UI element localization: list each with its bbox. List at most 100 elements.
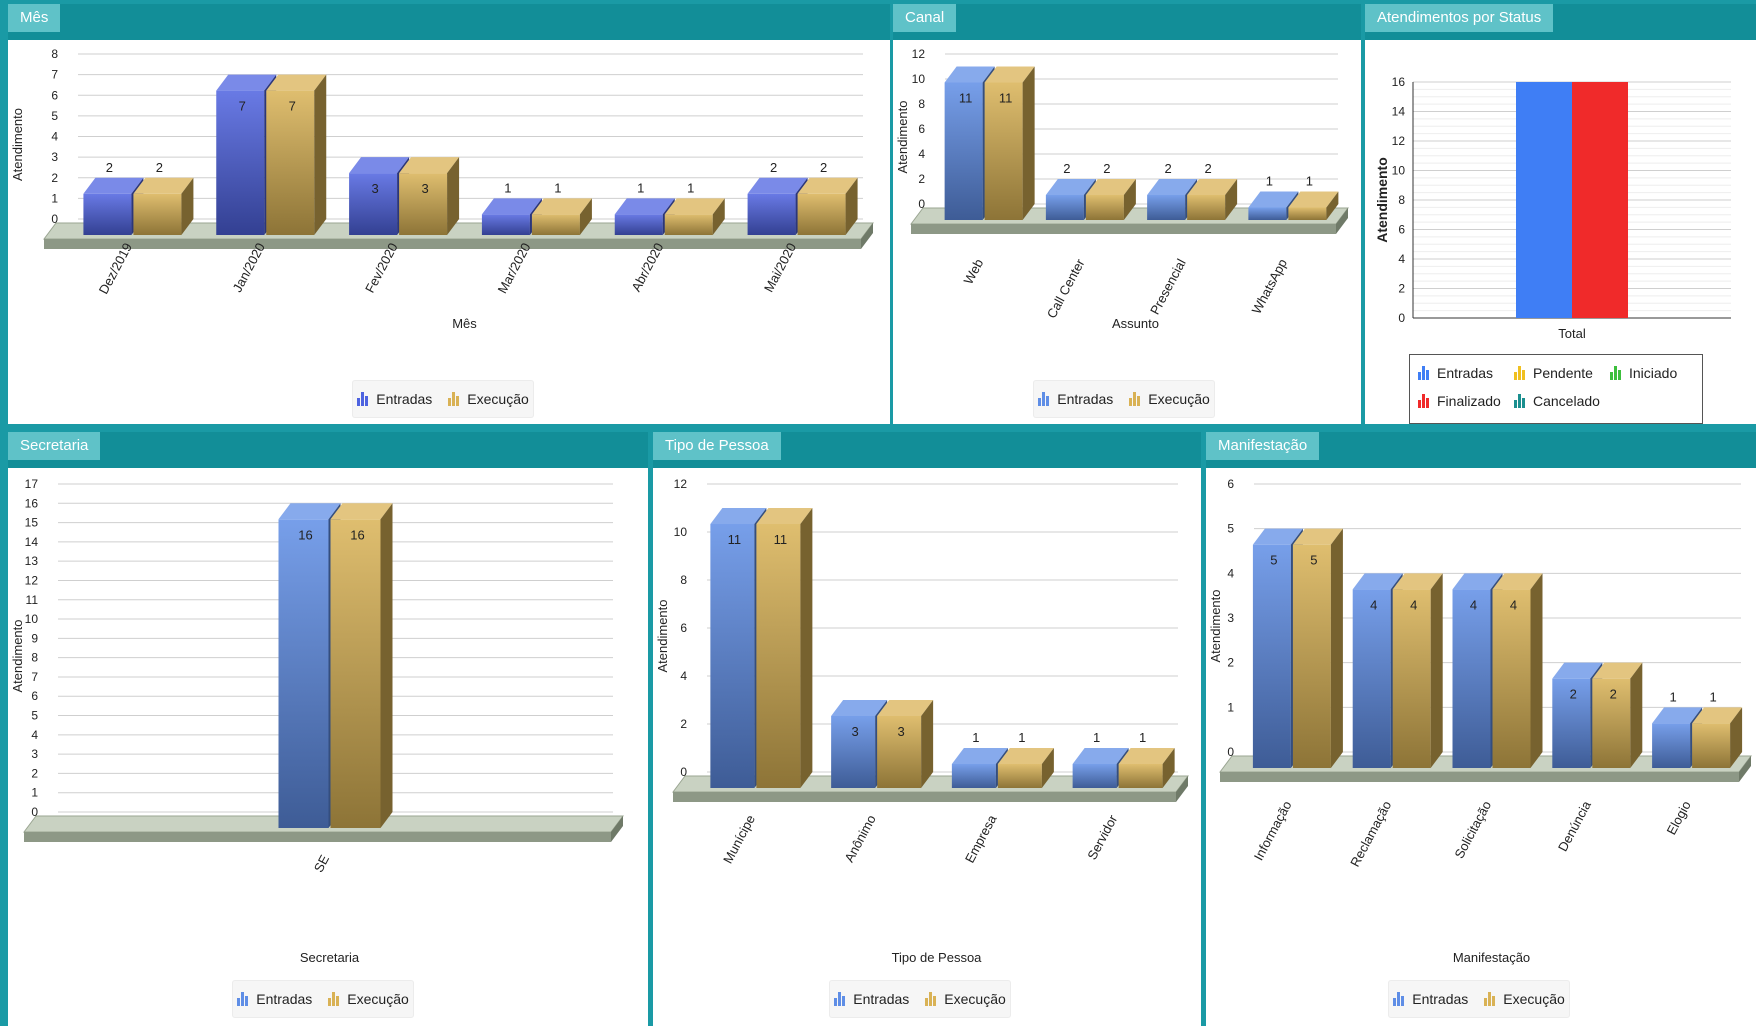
bar-front xyxy=(1288,207,1327,220)
y-tick-label: 2 xyxy=(1227,656,1234,670)
legend-item-execucao[interactable]: Execução xyxy=(1129,391,1210,407)
bar-top xyxy=(756,508,813,524)
bar-side xyxy=(579,198,592,235)
legend-item-entradas[interactable]: Entradas xyxy=(237,991,312,1007)
bar-side xyxy=(1730,707,1743,768)
y-tick-label: 4 xyxy=(51,130,58,144)
x-tick-label: SE xyxy=(311,852,333,875)
bar-front xyxy=(531,214,580,235)
bar-chart-icon xyxy=(448,392,462,406)
chart-floor-side xyxy=(1336,208,1348,234)
legend-item-finalizado[interactable]: Finalizado xyxy=(1418,393,1501,409)
legend-item-pendente[interactable]: Pendente xyxy=(1514,365,1593,381)
y-tick-label: 16 xyxy=(25,496,39,510)
y-tick-label: 10 xyxy=(25,612,39,626)
x-tick-label: Munícipe xyxy=(720,812,758,866)
y-tick-label: 2 xyxy=(51,171,58,185)
bar-front xyxy=(1045,195,1084,220)
data-label: 16 xyxy=(350,527,364,542)
data-label: 1 xyxy=(1709,689,1716,704)
bar xyxy=(266,74,327,235)
bar-front xyxy=(1492,589,1531,768)
legend-label: Pendente xyxy=(1533,365,1593,381)
bar-top xyxy=(951,748,1008,764)
panel-title: Mês xyxy=(8,4,61,32)
y-tick-label: 4 xyxy=(1398,252,1405,266)
bar-side xyxy=(1162,748,1175,788)
legend-item-entradas[interactable]: Entradas xyxy=(1393,991,1468,1007)
legend-label: Cancelado xyxy=(1533,393,1600,409)
chart-floor-side xyxy=(861,223,873,249)
x-axis-title: Tipo de Pessoa xyxy=(892,950,983,965)
legend-item-execucao[interactable]: Execução xyxy=(328,991,409,1007)
data-label: 1 xyxy=(554,180,561,195)
data-label: 2 xyxy=(1063,161,1070,176)
bar-front xyxy=(951,764,996,788)
data-label: 1 xyxy=(637,180,644,195)
data-label: 1 xyxy=(1093,730,1100,745)
legend-item-execucao[interactable]: Execução xyxy=(925,991,1006,1007)
chart-status: 0 2 4 6 8 10 12 14 16 Total Atendimento xyxy=(1374,75,1731,341)
bar-front xyxy=(831,716,876,788)
bar-top xyxy=(1045,179,1096,195)
bar xyxy=(997,748,1054,788)
bar-chart-icon xyxy=(1418,366,1432,380)
data-label: 4 xyxy=(1470,597,1477,612)
bar xyxy=(877,700,934,788)
bar-top xyxy=(330,503,393,520)
y-tick-label: 8 xyxy=(51,47,58,61)
bar-side xyxy=(1430,573,1443,768)
bar-chart-icon xyxy=(357,392,371,406)
bar-top xyxy=(984,66,1035,83)
legend-item-cancelado[interactable]: Cancelado xyxy=(1514,393,1600,409)
legend-item-entradas[interactable]: Entradas xyxy=(1418,365,1493,381)
bar-front xyxy=(614,214,663,235)
legend-item-entradas[interactable]: Entradas xyxy=(834,991,909,1007)
y-tick-label: 0 xyxy=(918,197,925,211)
bar xyxy=(133,177,194,235)
data-label: 7 xyxy=(289,99,296,114)
legend-item-iniciado[interactable]: Iniciado xyxy=(1610,365,1677,381)
bar-side xyxy=(181,177,194,235)
y-tick-label: 12 xyxy=(25,573,39,587)
bar-front xyxy=(399,173,448,235)
bar-top xyxy=(133,177,194,194)
data-label: 1 xyxy=(687,180,694,195)
y-tick-label: 5 xyxy=(51,109,58,123)
bar-front xyxy=(1118,764,1163,788)
bar-side xyxy=(1225,179,1238,220)
bar-front xyxy=(1252,544,1291,768)
bar-top xyxy=(1187,179,1238,195)
data-label: 1 xyxy=(972,730,979,745)
bar xyxy=(1516,82,1572,318)
bar-front xyxy=(1248,207,1287,220)
chart-floor-edge xyxy=(673,792,1176,802)
data-label: 2 xyxy=(106,160,113,175)
bar-front xyxy=(278,519,329,828)
bar-chart-icon xyxy=(1418,394,1432,408)
bar-top xyxy=(349,157,410,174)
status-legend: Entradas Pendente Iniciado Finalizado Ca… xyxy=(1409,354,1703,424)
chart-floor-side xyxy=(611,816,623,842)
legend-item-execucao[interactable]: Execução xyxy=(448,391,529,407)
data-label: 4 xyxy=(1510,597,1517,612)
legend-item-entradas[interactable]: Entradas xyxy=(357,391,432,407)
bar-front xyxy=(1292,544,1331,768)
bar-top xyxy=(1492,573,1543,590)
bar-top xyxy=(1592,662,1643,679)
bar-front xyxy=(664,214,713,235)
chart-legend: Entradas Execução xyxy=(1033,380,1215,418)
data-label: 2 xyxy=(156,160,163,175)
bar xyxy=(664,198,725,235)
y-tick-label: 14 xyxy=(25,535,39,549)
y-tick-label: 12 xyxy=(674,477,688,491)
legend-item-entradas[interactable]: Entradas xyxy=(1038,391,1113,407)
legend-label: Entradas xyxy=(1057,391,1114,407)
bar-side xyxy=(1630,662,1643,768)
legend-label: Execução xyxy=(944,991,1006,1007)
y-tick-label: 15 xyxy=(25,516,39,530)
legend-item-execucao[interactable]: Execução xyxy=(1484,991,1565,1007)
chart-floor-side xyxy=(1739,756,1751,782)
y-tick-label: 10 xyxy=(1392,164,1406,178)
x-axis-title: Manifestação xyxy=(1453,950,1530,965)
